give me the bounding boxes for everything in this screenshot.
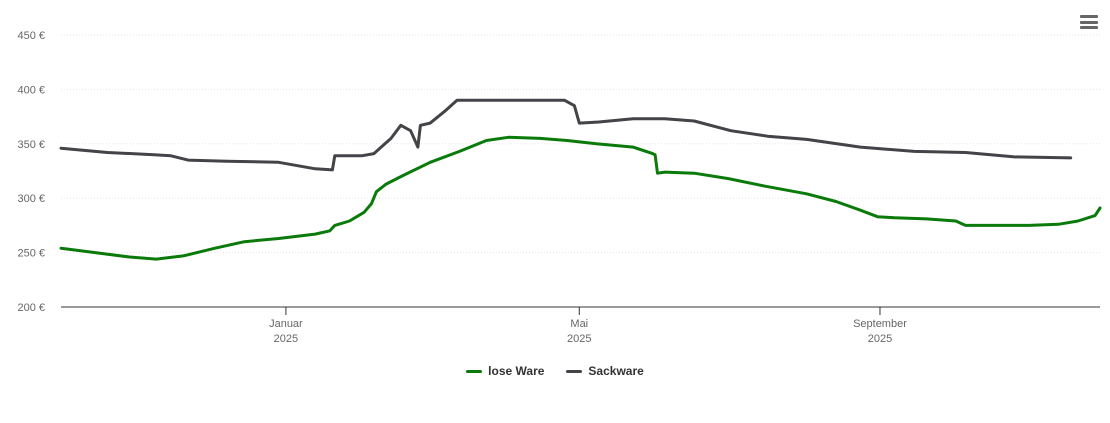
y-tick-label-450: 450 € xyxy=(17,30,45,42)
y-tick-label-200: 200 € xyxy=(17,302,45,314)
x-tick-label-januar: Januar xyxy=(269,318,303,330)
x-tick-label-mai: Mai xyxy=(570,318,588,330)
y-axis: 200 € 250 € 300 € 350 € 400 € 450 € xyxy=(17,30,45,314)
x-tick-sublabel-september: 2025 xyxy=(868,333,892,345)
y-tick-label-400: 400 € xyxy=(17,84,45,96)
legend-item-lose-ware[interactable]: lose Ware xyxy=(466,364,544,378)
legend-item-sackware[interactable]: Sackware xyxy=(566,364,644,378)
x-tick-label-september: September xyxy=(853,318,907,330)
grid-lines xyxy=(61,34,1100,254)
series-lines xyxy=(59,98,1102,261)
y-tick-label-250: 250 € xyxy=(17,248,45,260)
legend-label-sackware: Sackware xyxy=(588,364,644,378)
x-axis: Januar 2025 Mai 2025 September 2025 xyxy=(61,306,1100,345)
legend-swatch-lose-ware xyxy=(466,369,483,373)
y-tick-label-350: 350 € xyxy=(17,139,45,151)
x-tick-sublabel-mai: 2025 xyxy=(567,333,591,345)
legend: lose Ware Sackware xyxy=(0,364,1110,378)
x-tick-sublabel-januar: 2025 xyxy=(274,333,298,345)
series-line-lose-ware xyxy=(59,135,1102,261)
y-tick-label-300: 300 € xyxy=(17,193,45,205)
legend-swatch-sackware xyxy=(566,369,583,373)
hamburger-menu-icon-bar-2 xyxy=(1080,20,1098,24)
legend-label-lose-ware: lose Ware xyxy=(488,364,545,378)
context-menu-button[interactable] xyxy=(1078,12,1100,32)
series-line-sackware xyxy=(59,98,1073,172)
hamburger-menu-icon-bar-3 xyxy=(1080,26,1098,29)
hamburger-menu-icon xyxy=(1080,15,1098,18)
